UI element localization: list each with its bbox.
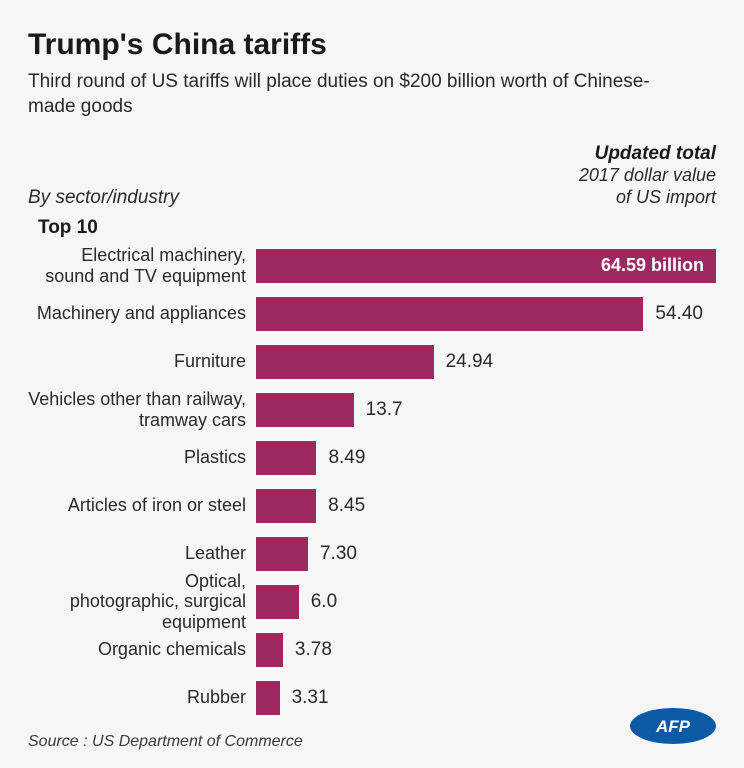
bar-area: 24.94 bbox=[256, 341, 716, 383]
source-text: Source : US Department of Commerce bbox=[28, 733, 716, 751]
bar bbox=[256, 537, 308, 571]
chart-row: Rubber 3.31 bbox=[28, 677, 716, 719]
bar-value: 8.49 bbox=[328, 447, 365, 469]
bar-area: 6.0 bbox=[256, 581, 716, 623]
bar-value: 3.31 bbox=[292, 687, 329, 709]
chart-row: Organic chemicals 3.78 bbox=[28, 629, 716, 671]
chart-row: Optical,photographic, surgical equipment… bbox=[28, 581, 716, 623]
chart-row: Furniture 24.94 bbox=[28, 341, 716, 383]
bar-area: 7.30 bbox=[256, 533, 716, 575]
bar bbox=[256, 585, 299, 619]
bar-value: 8.45 bbox=[328, 495, 365, 517]
bar-label: Organic chemicals bbox=[28, 639, 256, 660]
bar-label: Machinery and appliances bbox=[28, 303, 256, 324]
bar-area: 54.40 bbox=[256, 293, 716, 335]
chart-title: Trump's China tariffs bbox=[28, 28, 716, 62]
updated-sub-line-1: 2017 dollar value bbox=[579, 165, 716, 187]
header-row: By sector/industry Updated total 2017 do… bbox=[28, 143, 716, 208]
bar-area: 8.45 bbox=[256, 485, 716, 527]
bar-area: 64.59 billion bbox=[256, 245, 716, 287]
bar bbox=[256, 441, 316, 475]
bar-chart: Electrical machinery,sound and TV equipm… bbox=[28, 245, 716, 719]
bar-value: 3.78 bbox=[295, 639, 332, 661]
bar-area: 3.78 bbox=[256, 629, 716, 671]
bar-label: Vehicles other than railway,tramway cars bbox=[28, 389, 256, 430]
afp-logo: AFP bbox=[630, 708, 716, 744]
bar-value: 54.40 bbox=[655, 303, 703, 325]
bar-label: Optical,photographic, surgical equipment bbox=[28, 571, 256, 633]
bar-value: 13.7 bbox=[366, 399, 403, 421]
top10-label: Top 10 bbox=[38, 217, 716, 239]
updated-total-label: Updated total bbox=[579, 143, 716, 165]
bar bbox=[256, 345, 434, 379]
chart-subtitle: Third round of US tariffs will place dut… bbox=[28, 70, 678, 119]
afp-logo-text: AFP bbox=[655, 717, 691, 736]
bar bbox=[256, 393, 354, 427]
bar: 64.59 billion bbox=[256, 249, 716, 283]
chart-row: Articles of iron or steel 8.45 bbox=[28, 485, 716, 527]
bar-label: Furniture bbox=[28, 351, 256, 372]
bar-value: 24.94 bbox=[446, 351, 494, 373]
bar-label: Electrical machinery,sound and TV equipm… bbox=[28, 245, 256, 286]
chart-row: Leather 7.30 bbox=[28, 533, 716, 575]
bar-label: Leather bbox=[28, 543, 256, 564]
bar-value: 7.30 bbox=[320, 543, 357, 565]
updated-sub-line-2: of US import bbox=[579, 187, 716, 209]
bar-value: 6.0 bbox=[311, 591, 337, 613]
sector-label: By sector/industry bbox=[28, 187, 179, 209]
chart-row: Vehicles other than railway,tramway cars… bbox=[28, 389, 716, 431]
bar bbox=[256, 681, 280, 715]
bar-area: 13.7 bbox=[256, 389, 716, 431]
bar bbox=[256, 633, 283, 667]
bar bbox=[256, 297, 643, 331]
bar-label: Rubber bbox=[28, 687, 256, 708]
bar-area: 8.49 bbox=[256, 437, 716, 479]
bar-label: Articles of iron or steel bbox=[28, 495, 256, 516]
bar-value: 64.59 billion bbox=[601, 255, 704, 276]
chart-row: Plastics 8.49 bbox=[28, 437, 716, 479]
bar-label: Plastics bbox=[28, 447, 256, 468]
bar bbox=[256, 489, 316, 523]
updated-total-block: Updated total 2017 dollar value of US im… bbox=[579, 143, 716, 208]
chart-row: Machinery and appliances 54.40 bbox=[28, 293, 716, 335]
chart-row: Electrical machinery,sound and TV equipm… bbox=[28, 245, 716, 287]
infographic-container: Trump's China tariffs Third round of US … bbox=[0, 0, 744, 768]
